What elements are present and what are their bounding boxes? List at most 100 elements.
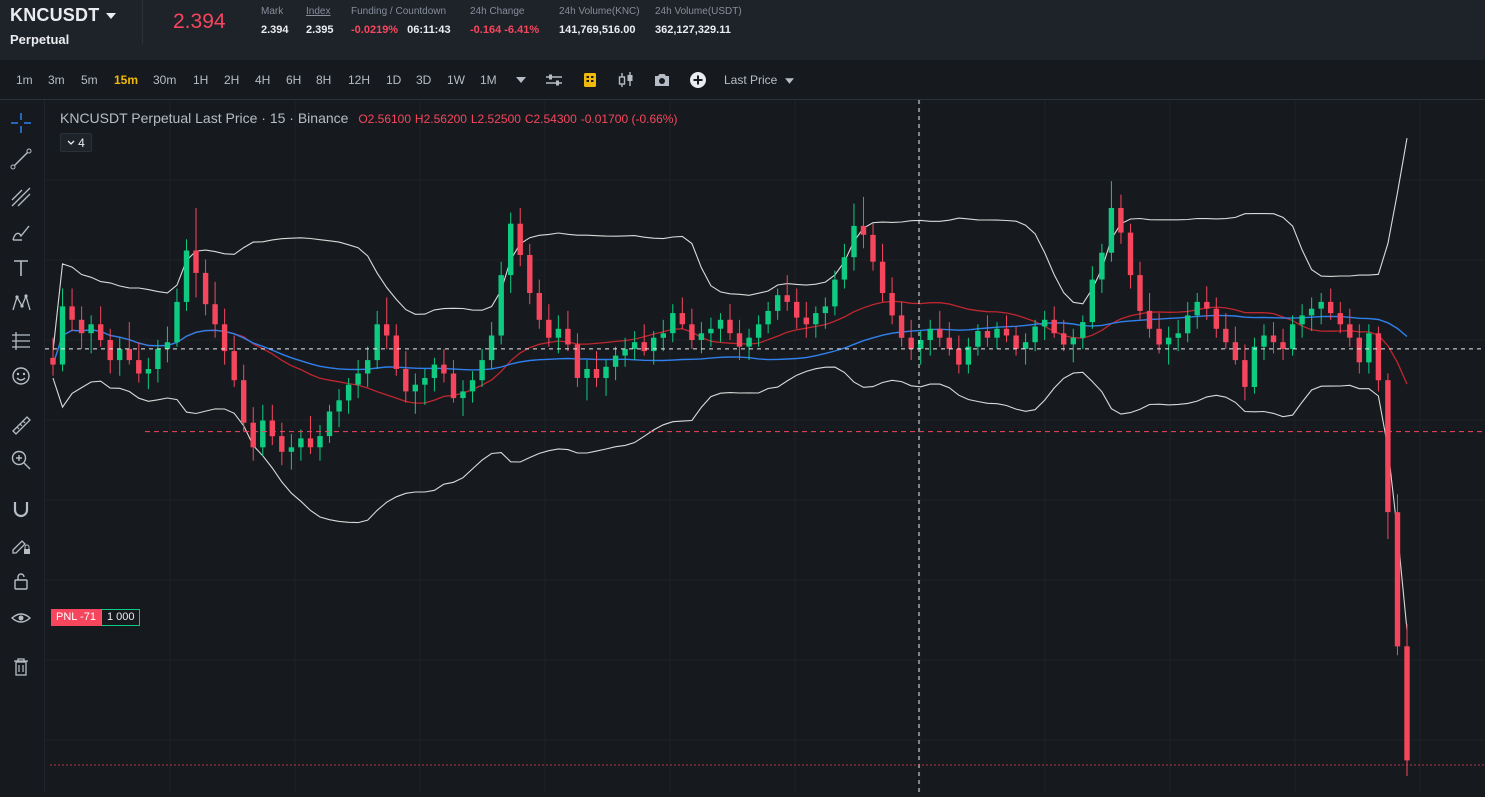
candlestick-chart[interactable] — [45, 100, 1485, 792]
interval-12h[interactable]: 12H — [348, 73, 371, 87]
fib-tool-icon[interactable] — [8, 184, 34, 210]
legend-high: H2.56200 — [414, 112, 467, 126]
candle-body — [78, 319, 85, 334]
candle-body — [1289, 324, 1296, 349]
candle-body — [279, 436, 285, 452]
candle-body — [1194, 301, 1200, 316]
eye-icon[interactable] — [8, 605, 34, 631]
candle-body — [1299, 315, 1305, 325]
camera-icon[interactable] — [652, 70, 672, 90]
depth-icon[interactable] — [580, 70, 600, 90]
interval-3m[interactable]: 3m — [48, 73, 65, 87]
candle-type-icon[interactable] — [616, 70, 636, 90]
candle-body — [565, 328, 571, 345]
position-tag[interactable]: PNL -71 1 000 — [51, 609, 141, 626]
trend-line-icon[interactable] — [8, 146, 34, 172]
crosshair-icon[interactable] — [8, 110, 34, 136]
candle-body — [746, 337, 752, 347]
lock-drawing-icon[interactable] — [8, 532, 34, 558]
pnl-label: PNL -71 — [51, 609, 101, 626]
contract-type: Perpetual — [10, 32, 70, 47]
interval-1m[interactable]: 1m — [16, 73, 33, 87]
candle-body — [1185, 315, 1191, 334]
magnet-icon[interactable] — [8, 496, 34, 522]
candle-body — [479, 360, 485, 381]
candle-body — [1318, 301, 1324, 309]
interval-8h[interactable]: 8H — [316, 73, 332, 87]
candle-body — [460, 391, 466, 399]
stat-value: 141,769,516.00 — [559, 24, 636, 36]
candle-body — [384, 324, 390, 336]
candle-body — [612, 355, 619, 367]
candle-body — [1032, 326, 1038, 343]
measure-lines-icon[interactable] — [8, 328, 34, 354]
candle-body — [517, 223, 523, 255]
stat-volume-knc: 24h Volume(KNC) 141,769,516.00 — [559, 6, 640, 36]
candle-body — [1108, 208, 1115, 253]
indicator-settings-icon[interactable] — [544, 70, 564, 90]
candle-body — [1347, 324, 1353, 338]
candle-body — [1261, 335, 1267, 347]
candle-body — [1232, 342, 1239, 361]
stat-label[interactable]: Index — [306, 6, 331, 17]
indicators-toggle[interactable]: 4 — [60, 133, 92, 152]
interval-2h[interactable]: 2H — [224, 73, 240, 87]
candle-body — [98, 324, 104, 340]
interval-6h[interactable]: 6H — [286, 73, 302, 87]
interval-1mo[interactable]: 1M — [480, 73, 497, 87]
header-divider — [142, 0, 143, 44]
candle-body — [965, 346, 972, 365]
candle-body — [689, 324, 695, 340]
interval-1h[interactable]: 1H — [193, 73, 209, 87]
interval-1d[interactable]: 1D — [386, 73, 402, 87]
emoji-icon[interactable] — [8, 363, 34, 389]
pattern-icon[interactable] — [8, 290, 34, 316]
lock-icon[interactable] — [8, 568, 34, 594]
ma-red-line — [52, 300, 1408, 404]
candle-body — [345, 384, 352, 401]
trash-icon[interactable] — [8, 654, 34, 680]
add-indicator-icon[interactable] — [688, 70, 708, 90]
legend-title: KNCUSDT Perpetual Last Price · 15 · Bina… — [60, 110, 349, 126]
candle-body — [317, 436, 323, 448]
candle-body — [1308, 308, 1315, 316]
stat-index[interactable]: Index 2.395 — [306, 6, 334, 36]
price-type-label: Last Price — [724, 73, 778, 87]
interval-15m[interactable]: 15m — [114, 73, 139, 87]
candle-body — [631, 342, 638, 349]
candle-body — [1165, 337, 1172, 345]
stat-label: Funding / Countdown — [351, 6, 447, 17]
interval-4h[interactable]: 4H — [255, 73, 271, 87]
more-intervals-icon[interactable] — [511, 70, 531, 90]
candle-body — [727, 319, 733, 334]
symbol-name[interactable]: KNCUSDT — [10, 5, 100, 25]
candle-body — [641, 342, 647, 352]
candle-body — [784, 295, 790, 302]
zoom-icon[interactable] — [8, 447, 34, 473]
interval-30m[interactable]: 30m — [153, 73, 177, 87]
legend-close: C2.54300 — [524, 112, 577, 126]
candle-body — [136, 360, 142, 374]
symbol-block[interactable]: KNCUSDT Perpetual — [10, 5, 99, 47]
interval-5m[interactable]: 5m — [81, 73, 98, 87]
candle-body — [975, 331, 981, 347]
symbol-dropdown-icon[interactable] — [101, 6, 121, 26]
price-type-select[interactable]: Last Price — [724, 73, 794, 87]
candle-body — [536, 293, 542, 320]
price-chart-area[interactable] — [45, 100, 1485, 792]
candle-body — [546, 319, 552, 338]
candle-body — [1337, 313, 1343, 325]
stat-funding: Funding / Countdown -0.0219% 06:11:43 — [351, 6, 451, 36]
candle-body — [164, 342, 171, 349]
ruler-icon[interactable] — [8, 412, 34, 438]
interval-1w[interactable]: 1W — [447, 73, 465, 87]
candle-body — [555, 328, 562, 338]
brush-icon[interactable] — [8, 220, 34, 246]
candle-body — [117, 348, 123, 361]
candle-body — [50, 357, 56, 365]
chevron-down-icon — [67, 140, 75, 145]
interval-3d[interactable]: 3D — [416, 73, 432, 87]
candle-body — [822, 306, 829, 314]
stat-value: 362,127,329.11 — [655, 24, 731, 36]
text-icon[interactable] — [8, 255, 34, 281]
